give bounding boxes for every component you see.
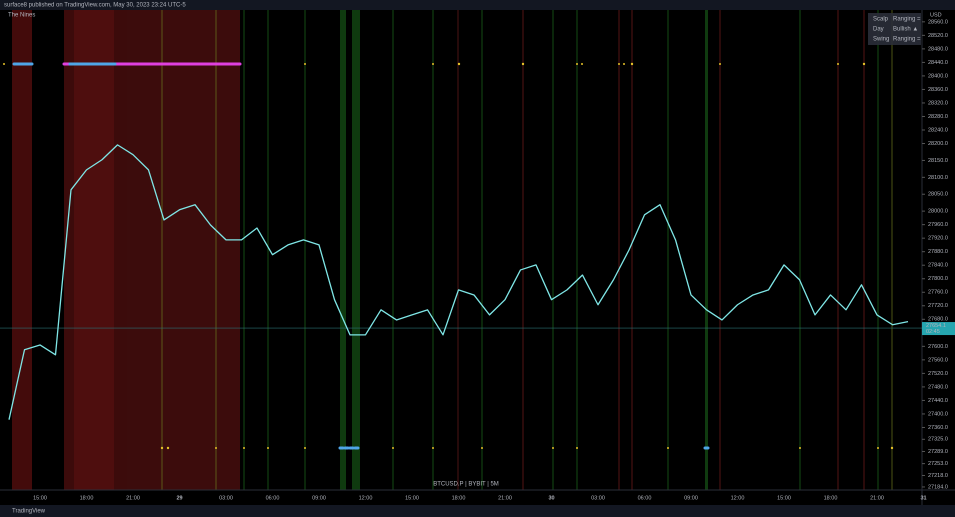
- y-tick-label: 28280.0: [928, 114, 948, 120]
- y-tick-label: 27760.0: [928, 290, 948, 296]
- y-tick-label: 28360.0: [928, 87, 948, 93]
- signal-lines: [161, 10, 893, 490]
- y-tick-label: 27360.0: [928, 425, 948, 431]
- currency: USD: [930, 12, 942, 18]
- y-tick-label: 27440.0: [928, 398, 948, 404]
- footer: TradingView: [12, 509, 46, 515]
- price-axis: [922, 10, 955, 490]
- symbol-label: BTCUSD.P | BYBIT | 5M: [433, 482, 499, 488]
- x-tick-label: 06:00: [638, 495, 652, 501]
- x-tick-label: 18:00: [824, 495, 838, 501]
- last-price-label: 27654.1: [926, 323, 946, 329]
- status-label: Swing: [873, 37, 889, 43]
- y-tick-label: 27560.0: [928, 357, 948, 363]
- y-tick-label: 27840.0: [928, 263, 948, 269]
- header: surface8 published on TradingView.com, M…: [4, 3, 186, 9]
- y-tick-label: 28000.0: [928, 209, 948, 215]
- y-tick-label: 27960.0: [928, 222, 948, 228]
- header-bar: [0, 0, 955, 10]
- x-tick-label: 06:00: [266, 495, 280, 501]
- x-tick-label: 09:00: [684, 495, 698, 501]
- x-tick-label: 15:00: [405, 495, 419, 501]
- x-tick-label: 15:00: [33, 495, 47, 501]
- x-tick-label: 03:00: [219, 495, 233, 501]
- status-value: Ranging =: [893, 37, 921, 43]
- x-tick-label: 18:00: [452, 495, 466, 501]
- x-tick-label: 29: [176, 495, 182, 501]
- last-price-box: [922, 322, 955, 336]
- y-tick-label: 27800.0: [928, 276, 948, 282]
- price-line: [8, 144, 909, 420]
- y-tick-label: 27325.0: [928, 437, 948, 443]
- regime-bands: [12, 10, 708, 490]
- x-tick-label: 03:00: [591, 495, 605, 501]
- x-tick-label: 21:00: [126, 495, 140, 501]
- footer-bar: [0, 505, 955, 517]
- y-tick-label: 28050.0: [928, 192, 948, 198]
- indicator-name: The Nines: [8, 13, 35, 19]
- y-tick-label: 28150.0: [928, 158, 948, 164]
- x-tick-label: 30: [548, 495, 554, 501]
- y-tick-label: 28440.0: [928, 60, 948, 66]
- y-tick-label: 27184.0: [928, 484, 948, 490]
- y-tick-label: 27880.0: [928, 249, 948, 255]
- y-tick-label: 28480.0: [928, 46, 948, 52]
- y-tick-label: 28560.0: [928, 19, 948, 25]
- y-tick-label: 28240.0: [928, 127, 948, 133]
- x-tick-label: 15:00: [777, 495, 791, 501]
- status-label: Day: [873, 27, 884, 33]
- y-tick-label: 27520.0: [928, 371, 948, 377]
- x-tick-label: 18:00: [80, 495, 94, 501]
- y-tick-label: 28320.0: [928, 100, 948, 106]
- x-tick-label: 21:00: [870, 495, 884, 501]
- y-tick-label: 27253.0: [928, 461, 948, 467]
- signal-dots: [3, 62, 894, 450]
- status-value: Ranging =: [893, 17, 921, 23]
- x-tick-label: 31: [920, 495, 926, 501]
- y-tick-label: 28520.0: [928, 33, 948, 39]
- y-tick-label: 27600.0: [928, 344, 948, 350]
- status-table: Scalp Ranging = Day Bullish ▲ Swing Ranging =: [868, 13, 921, 45]
- y-tick-label: 27400.0: [928, 411, 948, 417]
- status-label: Scalp: [873, 17, 889, 23]
- y-tick-label: 27218.0: [928, 473, 948, 479]
- y-tick-label: 27480.0: [928, 384, 948, 390]
- y-tick-label: 27920.0: [928, 236, 948, 242]
- y-tick-label: 28100.0: [928, 175, 948, 181]
- x-tick-label: 09:00: [312, 495, 326, 501]
- x-tick-label: 12:00: [731, 495, 745, 501]
- y-tick-label: 27720.0: [928, 303, 948, 309]
- x-tick-label: 12:00: [359, 495, 373, 501]
- x-tick-label: 21:00: [498, 495, 512, 501]
- countdown-label: 02:45: [926, 329, 940, 335]
- y-tick-label: 28400.0: [928, 73, 948, 79]
- y-tick-label: 27680.0: [928, 317, 948, 323]
- y-tick-label: 28200.0: [928, 141, 948, 147]
- y-tick-label: 27289.0: [928, 449, 948, 455]
- status-value: Bullish ▲: [893, 27, 918, 33]
